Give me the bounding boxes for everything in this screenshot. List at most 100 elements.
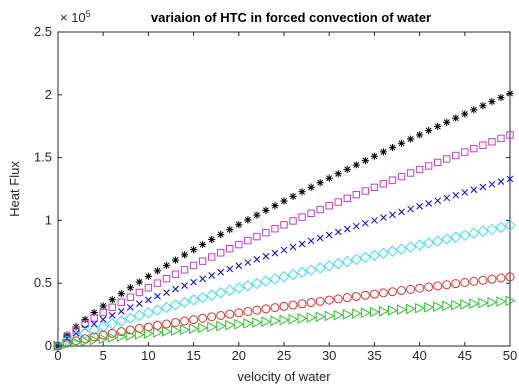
data-point [442, 300, 453, 312]
x-tick-label: 30 [322, 348, 336, 363]
data-point [389, 211, 396, 219]
data-point [145, 296, 152, 304]
data-point [424, 302, 435, 313]
data-point [343, 225, 351, 233]
data-point [506, 175, 514, 183]
data-point [278, 271, 290, 283]
data-point [461, 189, 469, 196]
data-point [224, 284, 236, 297]
data-point [479, 141, 487, 149]
data-point [497, 93, 505, 102]
data-point [216, 320, 227, 332]
data-point [253, 232, 261, 241]
data-point [307, 183, 315, 191]
data-point [323, 260, 335, 272]
data-point [205, 289, 218, 301]
data-point [434, 197, 442, 205]
data-point [80, 335, 91, 347]
data-point [125, 325, 135, 335]
data-point [144, 272, 152, 280]
data-point [181, 282, 188, 290]
plot-area [57, 31, 511, 347]
data-point [333, 294, 343, 304]
data-point [397, 286, 407, 296]
data-point [343, 194, 351, 203]
data-point [199, 240, 207, 249]
data-point [107, 332, 118, 344]
data-point [260, 275, 272, 287]
data-point [460, 299, 471, 310]
data-point [350, 253, 363, 266]
data-point [226, 244, 234, 253]
data-point [316, 234, 324, 242]
data-point [288, 313, 299, 325]
data-point [89, 334, 100, 346]
data-point [324, 310, 335, 322]
data-point [307, 209, 315, 218]
data-point [270, 303, 280, 313]
data-point [470, 106, 478, 114]
data-point [261, 304, 271, 314]
data-point [261, 316, 272, 328]
data-point [163, 289, 170, 297]
data-point [370, 183, 379, 192]
data-point [252, 305, 262, 315]
data-point [98, 333, 109, 345]
data-point [470, 186, 478, 194]
data-point [162, 274, 171, 283]
data-point [341, 255, 353, 268]
data-point [207, 253, 216, 261]
data-point [460, 278, 470, 288]
data-point [487, 296, 498, 308]
x-tick-label: 45 [458, 348, 472, 363]
data-point [271, 249, 279, 257]
data-point [235, 262, 243, 270]
x-axis-label: velocity of water [237, 369, 331, 384]
data-point [63, 333, 71, 341]
data-point [351, 291, 361, 301]
series-asterisk [54, 89, 514, 350]
data-point [486, 223, 498, 236]
data-point [81, 320, 89, 328]
data-point [325, 202, 333, 210]
y-tick-label: 1.5 [34, 150, 52, 165]
data-point [379, 148, 388, 156]
data-point [433, 301, 444, 313]
data-point [207, 321, 218, 333]
data-point [243, 318, 254, 329]
data-point [387, 305, 399, 316]
data-point [126, 284, 134, 292]
data-point [189, 323, 200, 335]
data-point [271, 225, 279, 233]
data-point [452, 114, 460, 122]
data-point [397, 139, 406, 147]
data-point [154, 292, 161, 300]
data-point [252, 317, 263, 328]
data-point [134, 329, 145, 340]
data-point [63, 331, 71, 339]
data-point [126, 293, 135, 301]
data-point [361, 187, 370, 195]
data-point [161, 326, 173, 337]
data-point [217, 268, 225, 276]
data-point [450, 231, 462, 243]
data-point [431, 235, 444, 247]
data-point [269, 273, 281, 285]
data-point [306, 312, 317, 323]
data-point [244, 236, 252, 245]
data-point [361, 156, 369, 165]
data-point [125, 330, 136, 341]
data-point [332, 258, 344, 270]
data-point [478, 275, 488, 285]
data-point [225, 309, 235, 319]
data-point [307, 237, 315, 245]
y-axis-label: Heat Flux [7, 161, 22, 217]
data-point [378, 288, 388, 298]
data-point [99, 308, 107, 317]
data-point [117, 290, 125, 298]
data-point [279, 314, 290, 326]
data-point [297, 299, 307, 309]
data-point [451, 299, 462, 311]
data-point [479, 183, 487, 191]
